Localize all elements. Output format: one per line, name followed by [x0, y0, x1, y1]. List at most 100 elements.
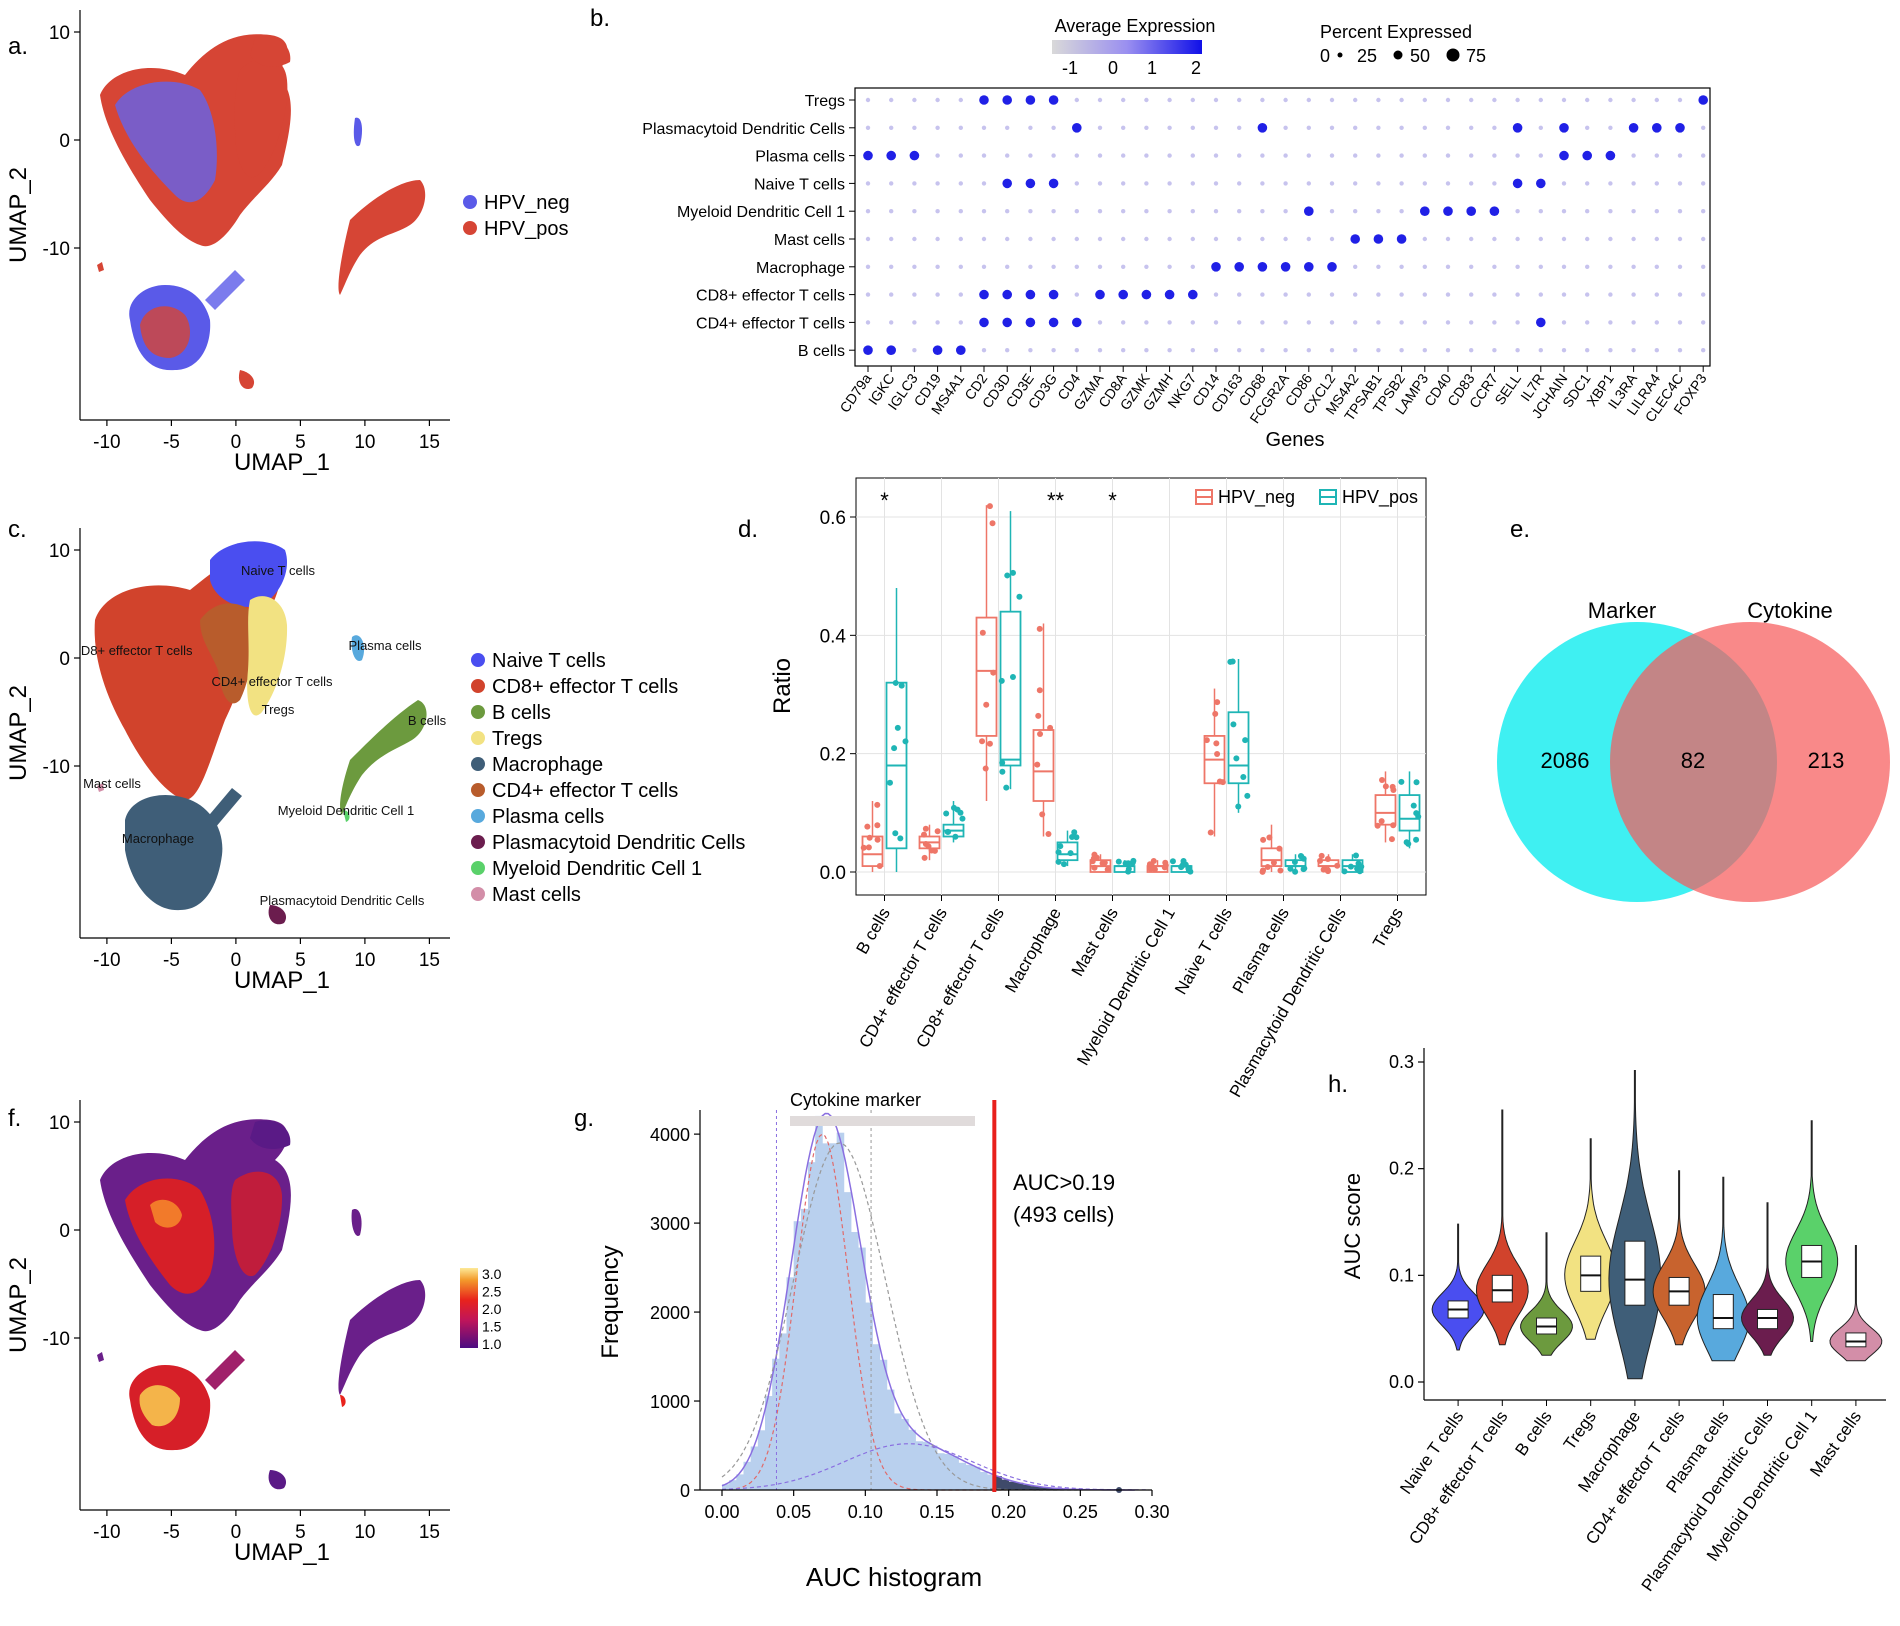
panel-label-a: a.: [8, 33, 28, 60]
dot-myeloid-dendritic-cell-1-cd79a: [865, 209, 871, 214]
box-point: [1036, 687, 1043, 694]
box-point: [1410, 802, 1417, 809]
dot-plasmacytoid-dendritic-cells-clec4c: [1675, 123, 1685, 133]
dot-macrophage-nkg7: [1190, 264, 1196, 269]
box-point: [1264, 863, 1271, 870]
legend-swatch-plasma-cells: [471, 809, 485, 823]
category-label-myeloid-dendritic-cell-1: Myeloid Dendritic Cell 1: [1073, 905, 1179, 1069]
dot-cd4-effector-t-cells-gzma: [1097, 320, 1103, 325]
dot-plasmacytoid-dendritic-cells-cd79a: [865, 125, 871, 130]
dot-cd8-effector-t-cells-cxcl2: [1329, 292, 1335, 297]
panel-f-umap: -10 -5 0 5 10 15 10 0 -10 UMAP_1 UMAP_2 3.0 2.52.…: [5, 1100, 502, 1566]
dot-myeloid-dendritic-cell-1-cd2: [981, 209, 987, 214]
box-point: [921, 831, 928, 838]
violin-category-label-b-cells: B cells: [1511, 1407, 1555, 1459]
dotplot-color-legend: Average Expression -1 0 1 2: [1052, 16, 1215, 78]
dot-cd8-effector-t-cells-il3ra: [1631, 292, 1636, 297]
dot-b-cells-cd3g: [1051, 348, 1056, 353]
violin-category-label-tregs: Tregs: [1560, 1407, 1600, 1453]
dot-tregs-tpsab1: [1376, 97, 1381, 103]
dot-naive-t-cells-sdc1: [1585, 181, 1590, 186]
violin-box: [1491, 1274, 1513, 1303]
box-point: [1037, 730, 1044, 737]
violins: [1431, 1070, 1883, 1406]
dot-cd4-effector-t-cells-cd163: [1237, 320, 1242, 325]
box-point: [1071, 829, 1078, 836]
box-point: [1259, 868, 1266, 875]
dot-cd4-effector-t-cells-gzmk: [1144, 320, 1149, 325]
colorbar-tick-label: 2.5: [482, 1284, 502, 1300]
box-point: [1287, 865, 1294, 872]
dot-naive-t-cells-cd86: [1306, 181, 1312, 186]
histogram-bar: [965, 1464, 974, 1490]
panel-a-umap: -10 -5 0 5 10 15 10 0 -10 UMAP_1 UMAP_2 HPV_neg …: [5, 10, 570, 476]
box-point: [1277, 867, 1284, 874]
row-label-b-cells: B cells: [798, 343, 845, 360]
dot-macrophage-jchain: [1561, 264, 1567, 269]
row-label-tregs: Tregs: [805, 93, 845, 110]
fit-curve-total: [721, 1112, 1135, 1491]
histogram-xlabel: AUC histogram: [806, 1562, 982, 1592]
histogram-bar: [944, 1453, 952, 1490]
boxplot-y-ticks: 0.0 0.2 0.4 0.6: [820, 508, 856, 884]
dot-tregs-tpsb2: [1399, 97, 1404, 103]
box-point: [902, 738, 909, 745]
histogram-bar: [929, 1445, 938, 1490]
avg-expression-colorbar: [1052, 40, 1202, 54]
box-point: [989, 520, 996, 527]
dot-b-cells-cd79a: [863, 345, 873, 356]
box-point: [1101, 859, 1108, 866]
dot-b-cells-sdc1: [1585, 348, 1590, 353]
box-point: [1016, 593, 1023, 600]
dot-b-cells-cd8a: [1121, 348, 1126, 353]
dot-macrophage-cd79a: [865, 264, 871, 269]
box-point: [999, 768, 1006, 775]
threshold-annotation-line1: AUC>0.19: [1013, 1170, 1115, 1195]
dot-mast-cells-cd3e: [1028, 236, 1033, 242]
dot-plasmacytoid-dendritic-cells-tpsb2: [1399, 125, 1404, 130]
dot-b-cells-sell: [1515, 348, 1520, 353]
box-point: [1403, 839, 1410, 846]
umap-f-colorbar: 3.0 2.52.0 1.51.0: [460, 1266, 502, 1352]
dot-plasma-cells-ms4a1: [958, 153, 963, 158]
dot-b-cells-cd83: [1469, 348, 1474, 353]
histogram-bar: [951, 1456, 959, 1490]
dot-b-cells-lilra4: [1654, 348, 1660, 353]
dotplot-row-labels: Tregs Plasmacytoid Dendritic Cells Plasma …: [642, 93, 855, 360]
box-point: [1178, 864, 1185, 871]
legend-swatch-naive-t-cells: [471, 653, 485, 667]
histogram-bar: [1001, 1479, 1010, 1490]
box-point: [1069, 833, 1076, 840]
box-point: [860, 844, 867, 851]
dot-naive-t-cells-lilra4: [1654, 181, 1660, 186]
row-label-mast-cells: Mast cells: [774, 232, 845, 249]
dot-naive-t-cells-cd40: [1445, 181, 1451, 186]
histogram-bar: [879, 1359, 888, 1490]
dot-tregs-cd79a: [865, 97, 871, 103]
x-tick-label: 15: [419, 1522, 440, 1543]
dot-b-cells-cd4: [1074, 348, 1080, 353]
dot-b-cells-igkc: [886, 345, 896, 356]
dot-tregs-cd4: [1074, 97, 1080, 103]
histogram-bar: [836, 1132, 845, 1490]
dot-plasmacytoid-dendritic-cells-lilra4: [1652, 123, 1662, 133]
dotplot-size-legend: Percent Expressed 0 25 50 75: [1320, 22, 1486, 66]
histogram-bar: [722, 1484, 730, 1490]
panel-label-c: c.: [8, 516, 27, 543]
violin-axes: 0.0 0.1 0.2 0.3: [1389, 1052, 1424, 1392]
dot-cd8-effector-t-cells-cd2: [979, 289, 989, 300]
dot-macrophage-cd2: [981, 264, 987, 269]
box-point: [1073, 834, 1080, 841]
legend-label-neg: HPV_neg: [1218, 487, 1295, 508]
dot-macrophage-fcgr2a: [1280, 262, 1291, 272]
cluster-label-naive-t-cells: Naive T cells: [241, 563, 315, 578]
dot-mast-cells-igkc: [889, 236, 894, 242]
umap-a-ylabel: UMAP_2: [5, 167, 32, 263]
histogram-bar: [937, 1453, 945, 1490]
dot-mast-cells-sdc1: [1585, 236, 1590, 242]
dot-naive-t-cells-tpsb2: [1399, 181, 1404, 186]
panel-label-h: h.: [1328, 1071, 1348, 1098]
dot-naive-t-cells-cxcl2: [1329, 181, 1335, 186]
